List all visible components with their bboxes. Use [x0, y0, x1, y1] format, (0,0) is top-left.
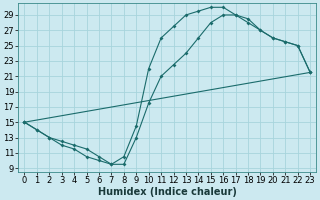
X-axis label: Humidex (Indice chaleur): Humidex (Indice chaleur) [98, 187, 237, 197]
